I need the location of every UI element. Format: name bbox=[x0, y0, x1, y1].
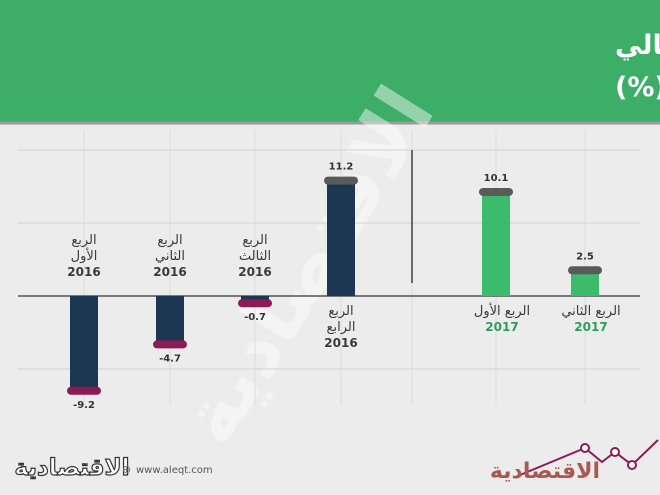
header-banner bbox=[0, 0, 660, 122]
trend-dot-icon bbox=[610, 447, 620, 457]
value-label-2017-q1: 10.1 bbox=[484, 173, 509, 184]
quarter-label-2016-q3: الربع bbox=[242, 233, 267, 248]
bar-cap-2016-q1 bbox=[67, 386, 101, 395]
bar-2016-q2 bbox=[156, 296, 184, 345]
globe-icon: ⊕ bbox=[122, 463, 131, 476]
value-label-2016-q4: 11.2 bbox=[329, 162, 354, 173]
value-label-2016-q2: -4.7 bbox=[159, 353, 181, 364]
quarter-label-2016-q4: الرابع bbox=[327, 320, 356, 335]
quarter-label-2016-q4: الربع bbox=[328, 304, 353, 319]
bar-2016-q1 bbox=[70, 296, 98, 391]
bar-cap-2016-q2 bbox=[153, 340, 187, 349]
footer-logo-right: الاقتصادية bbox=[490, 459, 600, 484]
bar-cap-2016-q3 bbox=[238, 299, 272, 308]
watermark: الاقتصادية bbox=[161, 71, 452, 460]
trend-line-icon bbox=[519, 439, 659, 476]
quarter-label-2016-q2: الثاني bbox=[155, 249, 185, 264]
year-label-2016-q4: 2016 bbox=[324, 336, 357, 350]
bar-2017-q1 bbox=[482, 191, 510, 296]
footer-logo-left: الاقتصادية bbox=[14, 455, 129, 481]
quarter-label-2016-q2: الربع bbox=[157, 233, 182, 248]
chart-title-line-1: معدلات نمو الناتج المحلي الإجمالي bbox=[615, 30, 660, 61]
chart-title-line-2: بالأسعار الجارية ربعيا (%) bbox=[615, 70, 660, 103]
year-label-2017-q1: 2017 bbox=[485, 320, 518, 334]
bar-cap-2017-q2 bbox=[568, 266, 602, 275]
bars-layer: -9.2الربعالأول2016-4.7الربعالثاني2016-0.… bbox=[67, 162, 621, 411]
value-label-2016-q1: -9.2 bbox=[73, 400, 95, 411]
year-label-2016-q2: 2016 bbox=[153, 265, 186, 279]
footer-website: www.aleqt.com bbox=[136, 465, 213, 476]
trend-dot-icon bbox=[627, 460, 637, 470]
bar-cap-2017-q1 bbox=[479, 187, 513, 196]
watermark-text: الاقتصادية bbox=[161, 71, 452, 460]
quarter-label-2016-q3: الثالث bbox=[239, 249, 271, 264]
quarter-label-2016-q1: الربع bbox=[71, 233, 96, 248]
quarter-label-2017-q2: الربع الثاني bbox=[561, 304, 620, 319]
year-label-2016-q1: 2016 bbox=[67, 265, 100, 279]
year-label-2016-q3: 2016 bbox=[238, 265, 271, 279]
value-label-2017-q2: 2.5 bbox=[576, 251, 594, 262]
quarter-label-2017-q1: الربع الأول bbox=[474, 302, 530, 319]
bar-2017-q2 bbox=[571, 270, 599, 296]
value-label-2016-q3: -0.7 bbox=[244, 312, 266, 323]
year-label-2017-q2: 2017 bbox=[574, 320, 607, 334]
quarter-label-2016-q1: الأول bbox=[71, 247, 98, 264]
footer: الاقتصادية ⊕ www.aleqt.com الاقتصادية bbox=[14, 439, 659, 484]
bar-cap-2016-q4 bbox=[324, 176, 358, 185]
bar-2016-q4 bbox=[327, 180, 355, 296]
trend-dot-icon bbox=[580, 443, 590, 453]
